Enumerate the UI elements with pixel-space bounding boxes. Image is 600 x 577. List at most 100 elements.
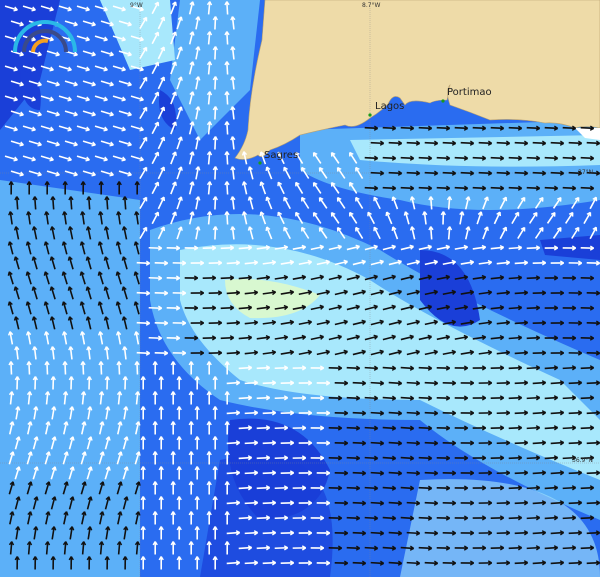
current-arrow-head (43, 301, 49, 306)
current-arrow (424, 501, 438, 505)
current-arrow-head (26, 361, 32, 366)
current-arrow (122, 466, 128, 480)
current-arrow (526, 546, 540, 550)
current-arrow (104, 316, 110, 330)
current-arrow (157, 16, 165, 30)
current-arrow-head (152, 391, 158, 396)
current-arrow (86, 256, 92, 270)
current-arrow-head (121, 126, 126, 132)
current-arrow (562, 546, 576, 550)
current-arrow-head (181, 260, 187, 266)
current-arrow-head (175, 275, 181, 281)
current-arrow (532, 141, 546, 145)
current-arrow-head (31, 286, 37, 291)
current-arrow (105, 526, 109, 540)
current-arrow-head (13, 126, 18, 132)
current-arrow-head (307, 289, 313, 295)
current-arrow-head (307, 530, 313, 536)
current-arrow (328, 305, 342, 311)
current-arrow-head (87, 406, 93, 411)
current-arrow (214, 76, 217, 90)
current-arrow-head (55, 51, 60, 57)
current-arrow (69, 526, 73, 540)
current-arrow-head (499, 455, 505, 461)
current-arrow-head (415, 410, 421, 416)
lagos-marker (368, 113, 372, 117)
current-arrow-head (158, 526, 164, 531)
current-arrow-head (135, 451, 141, 456)
current-arrow (490, 306, 504, 310)
place-label-portimao[interactable]: Portimao (447, 87, 492, 98)
current-arrow (514, 501, 528, 505)
current-arrow-head (87, 526, 93, 531)
current-arrow (550, 471, 564, 475)
current-arrow-head (13, 156, 18, 162)
current-arrow (550, 441, 564, 445)
current-arrow-head (62, 391, 69, 396)
current-arrow (496, 351, 510, 355)
current-arrow-head (211, 245, 217, 251)
current-arrow-head (253, 260, 259, 266)
current-arrow-head (181, 290, 187, 296)
current-arrow (86, 496, 92, 510)
current-arrow-head (140, 526, 146, 531)
current-arrow-head (68, 196, 74, 201)
current-arrow-head (73, 51, 78, 57)
current-arrow-head (361, 500, 367, 506)
current-arrow-head (301, 425, 307, 431)
current-arrow (139, 16, 148, 30)
current-arrow-head (283, 425, 289, 431)
current-arrow-head (230, 76, 236, 81)
current-arrow (80, 301, 86, 315)
current-arrow-head (361, 530, 367, 536)
current-arrow (207, 31, 211, 45)
current-arrow-head (61, 241, 67, 246)
current-arrow-head (571, 155, 577, 161)
current-arrow-head (379, 140, 385, 146)
current-arrow (244, 291, 258, 295)
current-arrow (82, 140, 96, 146)
current-arrow (15, 526, 19, 540)
current-arrow-head (595, 350, 600, 356)
current-arrow-head (499, 395, 505, 401)
current-arrow-head (177, 196, 183, 201)
current-arrow-head (589, 185, 595, 191)
current-arrow (15, 346, 19, 360)
current-arrow-head (481, 455, 487, 461)
speed-gauge-icon[interactable] (10, 14, 80, 54)
current-arrow (104, 256, 110, 270)
current-arrow (157, 226, 165, 240)
current-arrow-head (211, 275, 217, 281)
current-arrow-head (104, 376, 110, 381)
current-arrow (424, 441, 438, 445)
current-arrow-head (415, 289, 421, 295)
current-arrow (418, 186, 432, 190)
current-arrow-head (505, 290, 511, 296)
current-arrow-head (117, 511, 123, 516)
current-arrow-head (592, 226, 598, 232)
current-arrow (98, 451, 104, 465)
current-arrow (442, 320, 456, 326)
place-label-lagos[interactable]: Lagos (375, 101, 405, 112)
current-arrow (262, 261, 276, 265)
current-arrow-head (69, 496, 75, 501)
current-arrow-head (109, 171, 114, 177)
current-arrow-head (195, 106, 201, 111)
current-arrow (265, 196, 273, 210)
current-arrow-head (27, 451, 33, 456)
current-arrow (260, 181, 267, 195)
current-arrow-head (469, 170, 475, 176)
place-label-sagres[interactable]: Sagres (264, 150, 299, 161)
current-arrow-head (206, 481, 212, 486)
current-arrow-head (235, 290, 241, 296)
current-arrow-head (14, 556, 20, 561)
current-arrow (157, 46, 165, 60)
current-arrow-head (206, 91, 213, 96)
current-arrow (244, 321, 258, 325)
current-arrow (292, 336, 306, 340)
current-arrow (45, 331, 50, 345)
current-arrow-head (241, 151, 248, 156)
current-arrow (214, 196, 217, 210)
current-arrow (370, 381, 384, 385)
